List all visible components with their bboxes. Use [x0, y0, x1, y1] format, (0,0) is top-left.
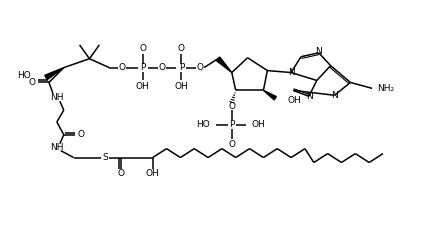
Text: N: N — [287, 68, 294, 77]
Polygon shape — [263, 90, 276, 100]
Text: NH: NH — [50, 93, 63, 102]
Text: OH: OH — [251, 120, 265, 129]
Text: O: O — [139, 44, 146, 53]
Text: HO: HO — [196, 120, 210, 129]
Text: N: N — [306, 92, 313, 101]
Text: OH: OH — [146, 169, 159, 178]
Text: P: P — [229, 120, 234, 129]
Text: OH: OH — [135, 82, 150, 91]
Text: O: O — [158, 63, 165, 72]
Polygon shape — [45, 68, 63, 80]
Text: S: S — [102, 153, 108, 162]
Text: O: O — [196, 63, 203, 72]
Text: O: O — [117, 169, 124, 178]
Text: O: O — [228, 102, 235, 111]
Text: OH: OH — [286, 96, 300, 105]
Text: O: O — [178, 44, 184, 53]
Text: O: O — [78, 130, 84, 139]
Text: N: N — [331, 91, 337, 100]
Text: O: O — [28, 78, 35, 87]
Text: O: O — [118, 63, 125, 72]
Text: P: P — [140, 63, 145, 72]
Text: NH: NH — [50, 143, 63, 152]
Text: NH₂: NH₂ — [376, 84, 393, 93]
Polygon shape — [216, 57, 231, 73]
Text: N: N — [315, 47, 321, 56]
Text: HO: HO — [17, 71, 31, 80]
Text: P: P — [178, 63, 184, 72]
Text: OH: OH — [174, 82, 188, 91]
Text: O: O — [228, 140, 235, 149]
